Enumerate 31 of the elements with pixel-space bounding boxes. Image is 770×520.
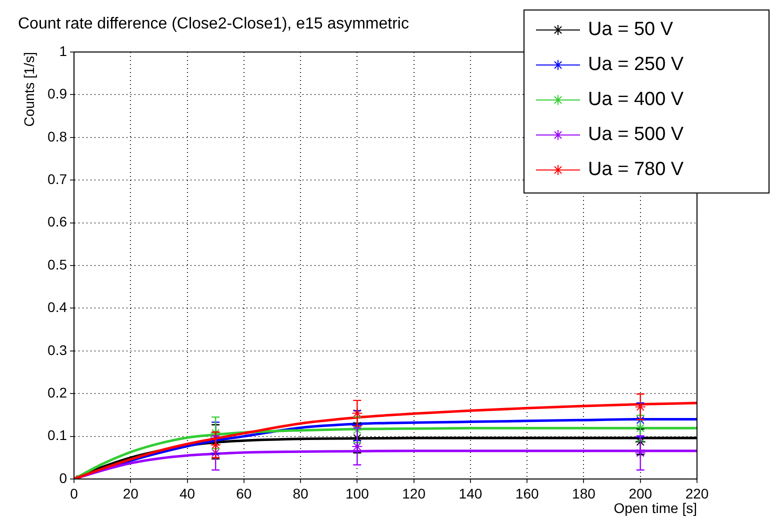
- x-tick-label: 80: [292, 485, 309, 502]
- chart-title: Count rate difference (Close2-Close1), e15 asymmetric: [18, 15, 409, 32]
- x-tick-label: 140: [458, 485, 482, 502]
- y-tick-label: 0.7: [48, 170, 68, 187]
- legend-label: Ua = 250 V: [588, 54, 684, 76]
- y-tick-label: 0.5: [48, 256, 68, 272]
- x-tick-label: 120: [402, 485, 426, 502]
- x-tick-label: 60: [236, 485, 252, 502]
- y-tick-label: 0: [59, 470, 68, 486]
- x-tick-label: 180: [572, 485, 596, 502]
- y-tick-label: 0.1: [48, 427, 68, 444]
- legend-label: Ua = 500 V: [588, 124, 684, 146]
- y-tick-label: 1: [59, 42, 68, 59]
- x-tick-label: 220: [685, 485, 709, 502]
- y-axis-title: Counts [1/s]: [20, 52, 37, 127]
- y-tick-label: 0.4: [48, 299, 68, 316]
- legend-label: Ua = 400 V: [588, 89, 684, 110]
- y-tick-label: 0.3: [48, 342, 68, 358]
- x-tick-label: 40: [179, 485, 196, 502]
- y-tick-label: 0.6: [48, 214, 68, 230]
- x-tick-label: 20: [122, 485, 139, 502]
- x-tick-label: 0: [70, 485, 78, 502]
- x-tick-label: 200: [628, 485, 652, 502]
- legend-label: Ua = 50 V: [588, 19, 674, 40]
- legend-label: Ua = 780 V: [588, 159, 684, 180]
- y-tick-label: 0.8: [48, 128, 68, 144]
- y-tick-label: 0.9: [48, 86, 68, 102]
- x-tick-label: 160: [515, 485, 539, 502]
- x-axis-title: Open time [s]: [614, 500, 697, 516]
- y-tick-label: 0.2: [48, 384, 68, 400]
- x-tick-label: 100: [346, 485, 370, 502]
